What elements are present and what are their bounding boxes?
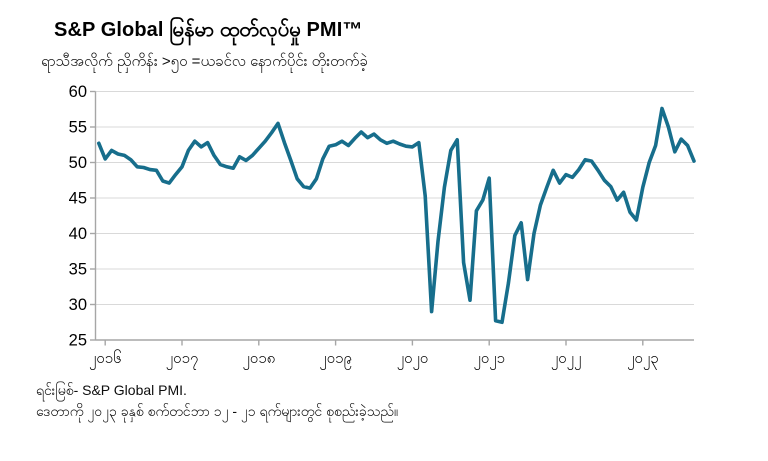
pmi-series-line — [97, 106, 696, 325]
y-tick-label: 35 — [69, 261, 87, 279]
x-tick-label: ၂၀၁၈ — [242, 350, 275, 370]
x-tick-label: ၂၀၂၃ — [627, 350, 659, 370]
y-tick-label: 40 — [69, 225, 87, 243]
y-tick-label: 55 — [69, 119, 87, 137]
x-tick-label: ၂၀၂၀ — [397, 350, 429, 370]
x-tick-label: ၂၀၁၉ — [319, 350, 352, 370]
y-tick-label: 45 — [69, 190, 87, 208]
chart-subtitle: ရာသီအလိုက် ညှိကိန်း >၅၀ =ယခင်လ နောက်ပိုင… — [41, 53, 368, 70]
x-tick-label: ၂၀၁၆ — [89, 349, 122, 370]
collection-note: ဒေတာကို ၂၀၂၃ ခုနှစ် စက်တင်ဘာ ၁၂ - ၂၁ ရက်… — [36, 403, 399, 419]
x-tick-label: ၂၀၂၁ — [473, 350, 505, 370]
y-tick-label: 60 — [69, 83, 87, 101]
x-tick-label: ၂၀၂၂ — [551, 350, 582, 370]
source-note: ရင်းမြစ်- S&P Global PMI. — [36, 382, 187, 398]
x-tick-label: ၂၀၁၇ — [166, 350, 199, 370]
chart-title: S&P Global မြန်မာ ထုတ်လုပ်မှု PMI™ — [54, 19, 363, 41]
y-tick-label: 25 — [69, 332, 87, 350]
y-tick-label: 30 — [69, 296, 87, 314]
y-tick-label: 50 — [69, 154, 87, 172]
